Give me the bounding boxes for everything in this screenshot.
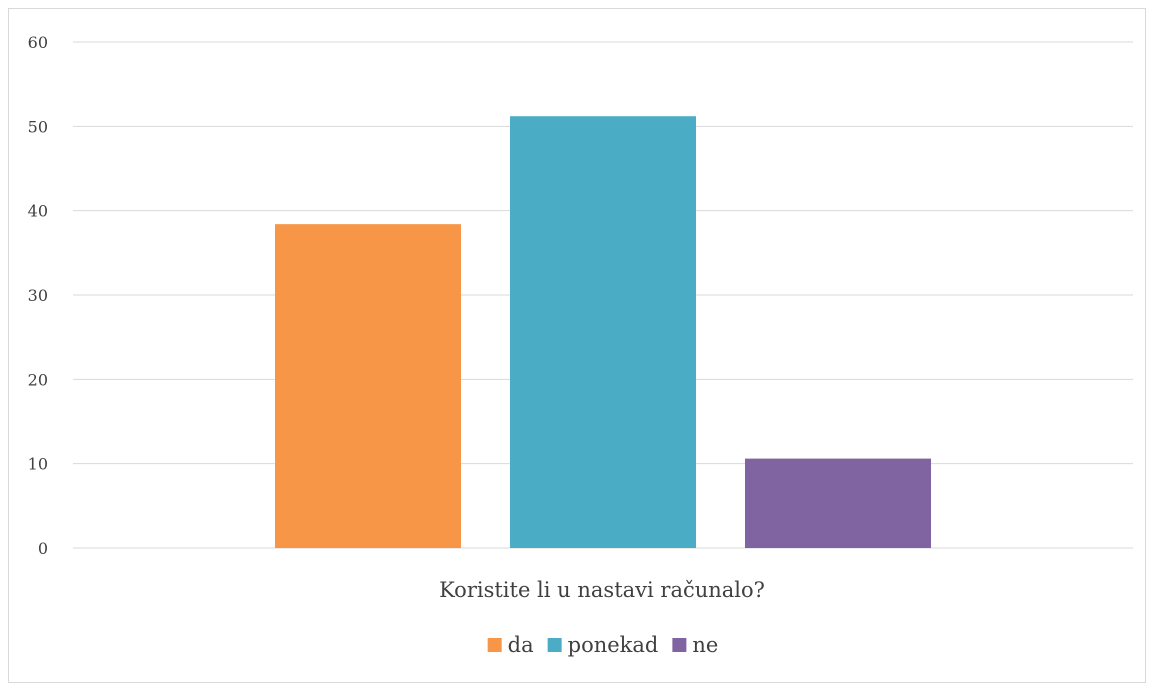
bars [275,116,931,549]
y-tick-label: 50 [28,117,48,136]
legend-label-da: da [508,633,534,657]
legend-item-ponekad: ponekad [547,633,659,657]
legend-label-ne: ne [692,633,718,657]
y-tick-label: 60 [28,33,48,52]
legend-label-ponekad: ponekad [568,633,659,657]
legend-item-da: da [487,633,534,657]
y-tick-label: 30 [28,286,48,305]
y-tick-label: 40 [28,202,48,221]
legend-swatch-da [487,638,502,652]
x-axis-categories: Koristite li u nastavi računalo? [439,578,765,602]
bar-da [275,224,461,548]
legend-swatch-ponekad [547,638,562,652]
y-axis-ticks: 0 10 20 30 40 50 60 [28,33,48,558]
y-tick-label: 0 [38,539,48,558]
legend: da ponekad ne [487,633,718,657]
legend-item-ne: ne [672,633,718,657]
y-tick-label: 20 [28,370,48,389]
legend-swatch-ne [672,638,687,652]
bar-ne [745,458,931,548]
y-tick-label: 10 [28,455,48,474]
x-category-label: Koristite li u nastavi računalo? [439,578,765,602]
bar-ponekad [510,116,696,549]
